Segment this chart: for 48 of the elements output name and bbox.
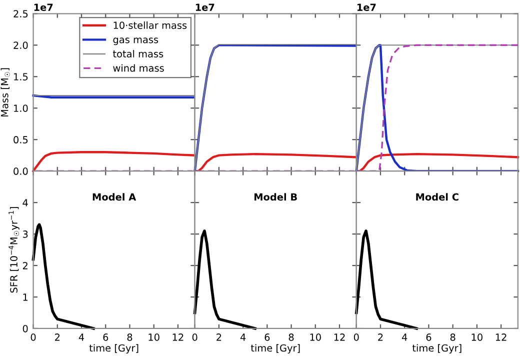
line-series xyxy=(32,223,95,330)
legend-label: total mass xyxy=(112,50,164,58)
text: 1e7 xyxy=(357,4,376,11)
annotation: Model C xyxy=(416,193,458,201)
y-tick-label: 1.0 xyxy=(14,104,28,112)
x-tick-label: 4 xyxy=(78,334,84,341)
text: 1e7 xyxy=(34,4,53,11)
x-axis-title: time [Gyr] xyxy=(89,344,138,354)
annotation: Model B xyxy=(254,193,297,201)
x-tick-label: 8 xyxy=(450,334,456,341)
x-tick-label: 10 xyxy=(472,334,482,341)
x-axis-title: time [Gyr] xyxy=(412,344,462,354)
y-tick-label: 0.0 xyxy=(14,168,28,175)
x-tick-label: 12 xyxy=(496,334,506,341)
x-tick-label: 2 xyxy=(378,334,383,341)
y-tick-label: 2 xyxy=(22,262,28,270)
y-axis-title: Mass [M$_{☉}$] xyxy=(0,68,10,116)
x-tick-label: 0 xyxy=(30,334,36,341)
x-tick-label: 0 xyxy=(354,334,359,341)
x-tick-label: 6 xyxy=(264,334,270,341)
x-tick-label: 6 xyxy=(426,334,432,341)
x-tick-label: 8 xyxy=(288,334,294,341)
x-tick-label: 8 xyxy=(127,334,132,341)
y-tick-label: 1.5 xyxy=(14,73,28,80)
y-tick-label: 2.0 xyxy=(14,42,28,49)
x-tick-label: 10 xyxy=(310,334,321,341)
y-axis-title: SFR [10$^{−4}$M$_{☉}$yr$^{−1}$] xyxy=(8,207,20,293)
x-tick-label: 2 xyxy=(55,334,60,341)
legend-label: wind mass xyxy=(113,64,164,72)
y-tick-label: 1 xyxy=(23,294,28,301)
text: 1e7 xyxy=(196,4,214,11)
x-tick-label: 6 xyxy=(103,334,108,341)
y-tick-label: 4 xyxy=(22,199,28,206)
x-axis-title: time [Gyr] xyxy=(250,344,300,354)
y-tick-label: 2.5 xyxy=(14,10,28,18)
legend-label: 10·stellar mass xyxy=(114,21,187,29)
x-tick-label: 0 xyxy=(192,334,198,341)
y-tick-label: 0.5 xyxy=(14,136,28,144)
x-tick-label: 2 xyxy=(216,334,222,341)
x-tick-label: 12 xyxy=(172,334,184,341)
legend-label: gas mass xyxy=(113,38,158,46)
x-tick-label: 4 xyxy=(402,334,408,341)
annotation: Model A xyxy=(92,193,136,201)
x-tick-label: 4 xyxy=(240,334,246,341)
y-tick-label: 3 xyxy=(22,230,28,238)
x-tick-label: 10 xyxy=(148,334,160,341)
y-tick-label: 0 xyxy=(22,324,28,332)
x-tick-label: 12 xyxy=(334,334,345,341)
